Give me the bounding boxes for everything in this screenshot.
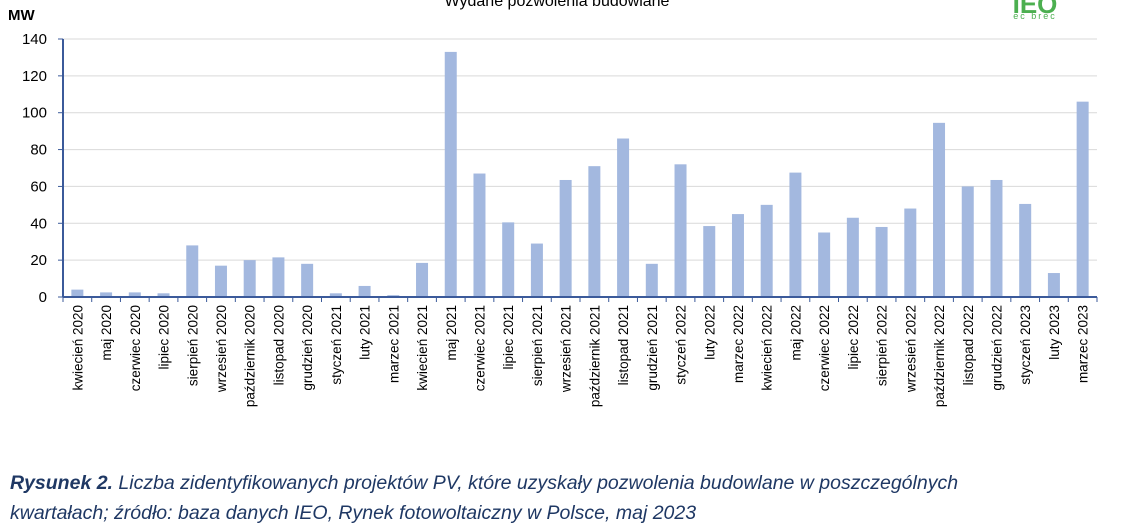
x-tick-label: styczeń 2022	[674, 305, 689, 385]
bar	[71, 289, 84, 297]
bar	[186, 245, 199, 297]
bar	[875, 226, 888, 297]
gridlines	[63, 38, 1097, 261]
x-tick-label: lipiec 2022	[846, 305, 861, 370]
bar	[243, 260, 256, 297]
x-tick-label: maj 2021	[444, 305, 459, 361]
y-tick-label: 20	[30, 252, 47, 269]
bar	[329, 293, 342, 297]
x-tick-label: wrzesień 2020	[214, 305, 229, 393]
bar	[789, 172, 802, 297]
logo: IEO ec brec	[1013, 0, 1058, 21]
bar	[1076, 101, 1089, 298]
bar	[617, 138, 630, 297]
y-tick-label: 40	[30, 215, 47, 232]
x-tick-label: kwiecień 2020	[70, 305, 85, 391]
bar	[358, 285, 371, 297]
bar	[961, 186, 974, 297]
y-tick-label: 60	[30, 178, 47, 195]
logo-mark: IEO	[1013, 0, 1058, 19]
caption-text-line2: kwartałach; źródło: baza danych IEO, Ryn…	[10, 502, 697, 524]
bar	[703, 226, 716, 297]
bar	[301, 263, 314, 297]
x-tick-label: kwiecień 2022	[760, 305, 775, 391]
x-tick-label: maj 2020	[99, 305, 114, 361]
bar	[157, 293, 170, 297]
bars	[71, 51, 1089, 298]
x-tick-label: luty 2021	[358, 305, 373, 360]
bar	[1047, 273, 1060, 297]
x-tick-label: grudzień 2020	[300, 305, 315, 391]
x-tick-label: maj 2022	[788, 305, 803, 361]
bar	[990, 179, 1003, 297]
x-tick-label: listopad 2020	[271, 305, 286, 385]
x-tick-label: grudzień 2022	[989, 305, 1004, 391]
bar	[272, 257, 285, 297]
bar	[100, 292, 113, 297]
x-tick-label: czerwiec 2020	[128, 305, 143, 391]
x-tick-label: styczeń 2021	[329, 305, 344, 385]
x-tick-label: kwiecień 2021	[415, 305, 430, 391]
x-tick-label: wrzesień 2021	[559, 305, 574, 393]
axes	[62, 39, 1098, 302]
x-tick-label: luty 2022	[702, 305, 717, 360]
x-tick-label: sierpień 2022	[875, 305, 890, 386]
x-tick-label: grudzień 2021	[645, 305, 660, 391]
x-tick-label: styczeń 2023	[1018, 305, 1033, 385]
bar	[473, 173, 486, 297]
x-tick-label: wrzesień 2022	[903, 305, 918, 393]
x-tick-label: marzec 2023	[1076, 305, 1091, 383]
y-tick-label: 100	[22, 105, 47, 122]
bar	[818, 232, 831, 297]
bar	[559, 179, 572, 297]
bar	[588, 166, 601, 297]
bar-chart: Wydane pozwolenia budowlane MW IEO ec br…	[8, 0, 1098, 407]
y-tick-label: 0	[39, 289, 47, 306]
x-tick-label: lipiec 2021	[501, 305, 516, 370]
bar	[645, 263, 658, 297]
bar	[760, 204, 773, 297]
y-axis-unit: MW	[8, 7, 35, 24]
x-tick-label: październik 2021	[587, 305, 602, 407]
y-axis-ticks: 0 20 40 60 80 100 120 140	[22, 31, 63, 306]
logo-subtext: ec brec	[1013, 11, 1057, 21]
x-tick-label: listopad 2021	[616, 305, 631, 385]
chart-title: Wydane pozwolenia budowlane	[445, 0, 670, 10]
y-tick-label: 140	[22, 31, 47, 48]
bar	[731, 214, 744, 297]
x-tick-label: październik 2020	[243, 305, 258, 407]
caption-text: Liczba zidentyfikowanych projektów PV, k…	[118, 472, 959, 494]
y-tick-label: 80	[30, 142, 47, 159]
bar	[502, 222, 515, 297]
x-tick-label: luty 2023	[1047, 305, 1062, 360]
bar	[674, 164, 687, 297]
x-tick-label: marzec 2021	[386, 305, 401, 383]
x-tick-label: październik 2022	[932, 305, 947, 407]
bar	[128, 292, 141, 297]
x-tick-label: sierpień 2021	[530, 305, 545, 386]
x-axis-labels: kwiecień 2020 maj 2020 czerwiec 2020 lipiec…	[70, 305, 1090, 407]
bar	[904, 208, 917, 297]
y-tick-label: 120	[22, 68, 47, 85]
bar	[846, 217, 859, 297]
bar	[1019, 203, 1032, 297]
x-tick-label: marzec 2022	[731, 305, 746, 383]
figure-caption: Rysunek 2. Liczba zidentyfikowanych proj…	[10, 468, 1122, 528]
x-tick-label: lipiec 2020	[157, 305, 172, 370]
x-tick-label: czerwiec 2022	[817, 305, 832, 391]
bar	[214, 265, 227, 297]
x-tick-label: listopad 2022	[961, 305, 976, 385]
bar	[416, 262, 429, 297]
x-tick-label: czerwiec 2021	[472, 305, 487, 391]
x-tick-label: sierpień 2020	[185, 305, 200, 386]
caption-label: Rysunek 2.	[10, 472, 113, 494]
bar	[530, 243, 543, 297]
bar	[933, 122, 946, 297]
bar	[444, 51, 457, 298]
